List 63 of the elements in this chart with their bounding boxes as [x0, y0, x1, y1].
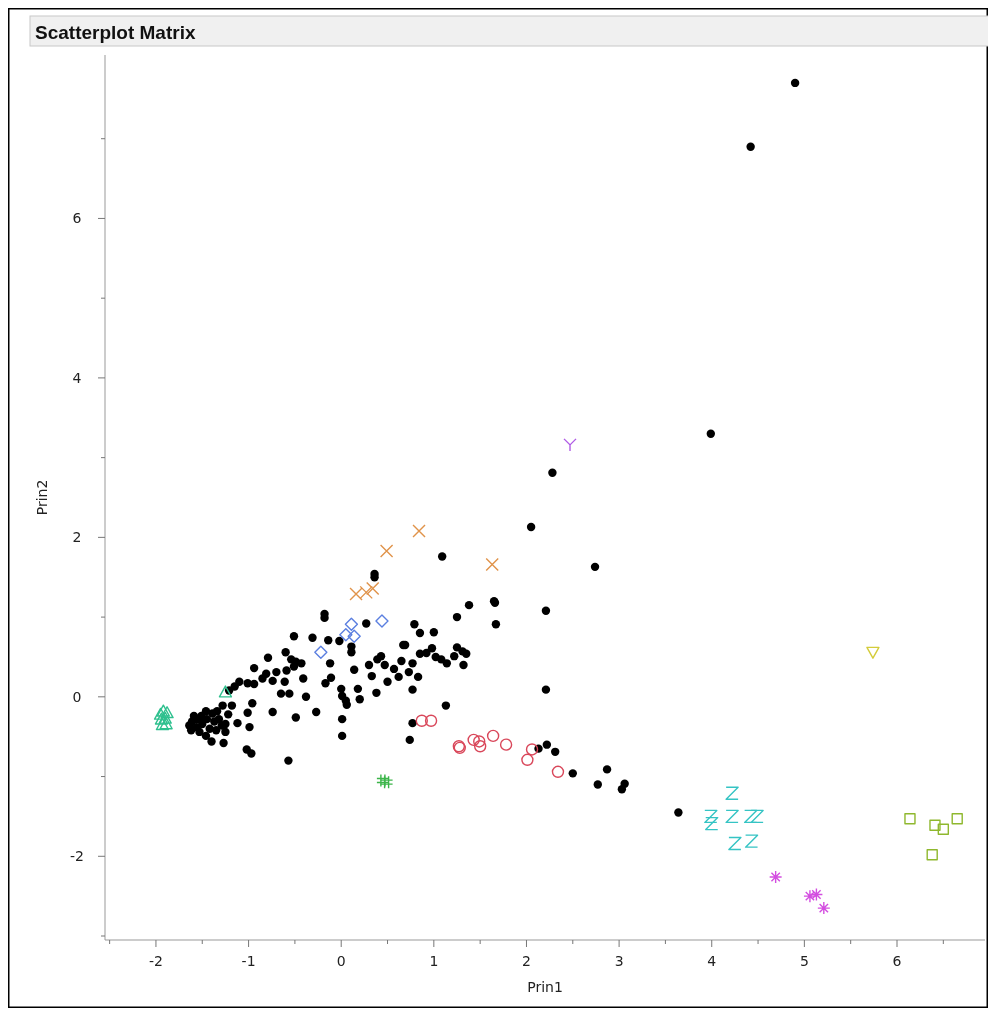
x-tick-label: -2: [148, 953, 163, 969]
point: [379, 544, 394, 558]
point: [218, 685, 233, 698]
point: [705, 816, 719, 831]
point: [951, 813, 963, 825]
point: [499, 738, 513, 751]
point: [743, 809, 758, 824]
point: [704, 809, 718, 824]
point: [424, 714, 438, 727]
point: [929, 819, 941, 831]
point: [159, 717, 173, 730]
point: [473, 740, 487, 753]
x-tick-label: 0: [336, 953, 346, 969]
point: [314, 645, 328, 659]
point: [473, 735, 486, 748]
point: [809, 887, 824, 902]
point: [485, 557, 499, 572]
y-tick-label: 2: [72, 529, 82, 546]
point: [155, 718, 170, 731]
point: [339, 627, 353, 642]
point: [904, 813, 916, 825]
point: [347, 629, 361, 643]
point: [160, 706, 174, 719]
x-tick-label: 6: [892, 953, 902, 969]
point: [750, 809, 764, 824]
point: [866, 646, 880, 659]
x-axis-title: Prin1: [527, 979, 563, 995]
chart-title: Scatterplot Matrix: [35, 22, 196, 43]
point: [926, 848, 938, 861]
x-tick-label: -1: [241, 953, 256, 969]
point: [486, 729, 500, 743]
point: [158, 711, 172, 724]
y-tick-label: 4: [72, 369, 82, 386]
point: [412, 524, 426, 538]
x-tick-label: 5: [799, 953, 809, 969]
y-tick-label: 6: [72, 210, 82, 227]
point: [344, 617, 359, 631]
point: [768, 870, 783, 884]
point: [725, 786, 739, 800]
point: [525, 743, 539, 756]
y-tick-label: 0: [72, 688, 82, 705]
point: [744, 834, 759, 848]
x-tick-label: 1: [429, 953, 439, 969]
x-tick-label: 2: [522, 953, 531, 969]
point: [376, 773, 390, 788]
y-axis-title: Prin2: [34, 479, 50, 516]
point: [521, 753, 534, 767]
x-tick-label: 3: [614, 953, 624, 969]
point: [803, 889, 817, 903]
point: [728, 836, 742, 851]
point: [563, 438, 577, 452]
point: [154, 712, 169, 725]
point: [375, 614, 389, 628]
x-tick-label: 4: [707, 953, 717, 969]
point: [379, 775, 394, 789]
point: [415, 714, 428, 727]
point: [817, 901, 831, 915]
point: [551, 765, 565, 778]
point: [937, 823, 950, 835]
y-tick-label: -2: [70, 848, 84, 865]
point: [725, 809, 739, 824]
point: [467, 733, 480, 747]
point: [366, 581, 380, 596]
